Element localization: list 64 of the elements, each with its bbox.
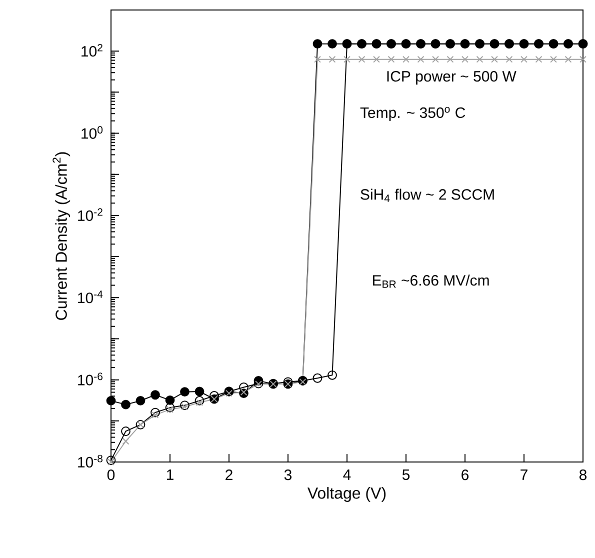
- point: [108, 458, 114, 466]
- y-axis-title: Current Density (A/cm$^{2}$): [52, 152, 70, 320]
- point: [328, 370, 337, 380]
- point: [550, 56, 557, 63]
- point: [580, 56, 586, 63]
- y-tick-label: 10$^{-2}$: [78, 208, 102, 221]
- point: [373, 56, 380, 63]
- point: [388, 56, 395, 63]
- point: [165, 395, 175, 405]
- point: [165, 402, 175, 412]
- point: [121, 426, 130, 436]
- point: [121, 400, 130, 410]
- point: [196, 399, 203, 406]
- point: [432, 56, 439, 63]
- point: [312, 39, 322, 49]
- point: [150, 408, 160, 418]
- point: [417, 56, 424, 63]
- point: [180, 400, 190, 410]
- x-tick-label: 6: [462, 470, 469, 480]
- x-tick-label: 0: [107, 470, 115, 480]
- point: [476, 56, 484, 63]
- x-tick-label: 5: [402, 470, 410, 480]
- annotation: E$_{BR}$ ~6.66 MV/cm: [372, 274, 489, 288]
- point: [166, 406, 174, 413]
- x-tick-label: 4: [343, 470, 351, 480]
- point: [106, 396, 116, 406]
- point: [122, 438, 130, 445]
- point: [150, 390, 160, 400]
- annotation: SiH$_{4}$ flow ~ 2 SCCM: [360, 188, 494, 202]
- point: [312, 373, 322, 383]
- y-tick-label: 10$^{0}$: [82, 126, 103, 139]
- x-tick-label: 8: [579, 470, 587, 480]
- y-tick-label: 10$^{-6}$: [78, 372, 103, 386]
- point: [314, 56, 321, 63]
- annotation: ICP power ~ 500 W: [387, 71, 516, 85]
- point: [535, 56, 542, 63]
- point: [491, 56, 498, 63]
- point: [344, 56, 350, 63]
- x-tick-label: 7: [520, 470, 528, 480]
- point: [462, 56, 468, 63]
- y-tick-label: 10$^{-4}$: [78, 290, 103, 304]
- point: [194, 386, 204, 396]
- point: [402, 56, 410, 63]
- point: [194, 396, 204, 406]
- point: [226, 390, 232, 397]
- annotation: Temp. ~ 350$^{o}$ C: [360, 106, 466, 121]
- point: [520, 56, 528, 63]
- x-axis-title: Voltage (V): [307, 487, 386, 502]
- point: [506, 56, 513, 63]
- point: [106, 456, 116, 466]
- point: [328, 39, 337, 49]
- point: [328, 56, 336, 63]
- point: [181, 403, 188, 410]
- point: [152, 411, 159, 418]
- y-tick-label: 10$^{-8}$: [78, 454, 103, 468]
- y-tick-label: 10$^{2}$: [82, 44, 102, 57]
- x-tick-label: 1: [166, 470, 174, 480]
- point: [358, 56, 366, 63]
- point: [564, 56, 572, 63]
- x-tick-label: 3: [284, 470, 292, 480]
- point: [136, 396, 146, 406]
- x-tick-label: 2: [226, 470, 232, 480]
- point: [446, 56, 454, 63]
- point: [180, 387, 190, 397]
